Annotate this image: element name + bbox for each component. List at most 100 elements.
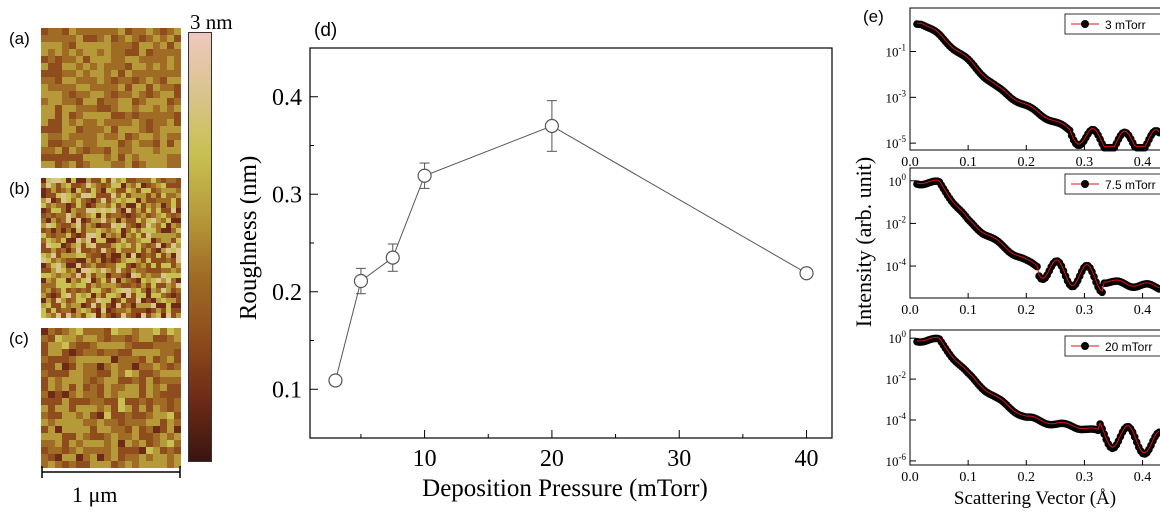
afm-pixel: [174, 42, 181, 49]
afm-pixel: [153, 356, 160, 363]
afm-pixel: [166, 288, 171, 293]
afm-pixel: [86, 268, 91, 273]
afm-pixel: [126, 278, 131, 283]
afm-pixel: [160, 35, 167, 42]
afm-pixel: [101, 303, 106, 308]
afm-pixel: [166, 218, 171, 223]
afm-pixel: [131, 263, 136, 268]
afm-pixel: [48, 105, 55, 112]
afm-pixel: [160, 98, 167, 105]
afm-pixel: [151, 263, 156, 268]
afm-pixel: [46, 273, 51, 278]
afm-pixel: [69, 349, 76, 356]
afm-pixel: [118, 335, 125, 342]
afm-pixel: [90, 328, 97, 335]
afm-pixel: [126, 183, 131, 188]
afm-pixel: [125, 370, 132, 377]
afm-pixel: [132, 70, 139, 77]
afm-pixel: [61, 183, 66, 188]
afm-pixel: [41, 63, 48, 70]
afm-pixel: [116, 213, 121, 218]
afm-pixel: [101, 178, 106, 183]
afm-pixel: [125, 342, 132, 349]
afm-pixel: [83, 377, 90, 384]
afm-pixel: [132, 119, 139, 126]
afm-pixel: [131, 213, 136, 218]
afm-pixel: [139, 419, 146, 426]
afm-pixel: [46, 253, 51, 258]
afm-pixel: [141, 198, 146, 203]
afm-pixel: [126, 293, 131, 298]
afm-pixel: [153, 335, 160, 342]
afm-pixel: [71, 188, 76, 193]
afm-pixel: [104, 377, 111, 384]
afm-pixel: [55, 133, 62, 140]
afm-pixel: [136, 213, 141, 218]
afm-pixel: [71, 218, 76, 223]
afm-pixel: [76, 193, 81, 198]
afm-pixel: [76, 243, 81, 248]
afm-pixel: [131, 258, 136, 263]
afm-pixel: [55, 91, 62, 98]
afm-pixel: [55, 447, 62, 454]
afm-pixel: [125, 147, 132, 154]
afm-pixel: [69, 77, 76, 84]
afm-pixel: [156, 288, 161, 293]
afm-pixel: [51, 288, 56, 293]
afm-pixel: [166, 253, 171, 258]
afm-pixel: [66, 293, 71, 298]
afm-pixel: [56, 203, 61, 208]
panel-label-e: (e): [863, 7, 884, 26]
afm-pixel: [51, 233, 56, 238]
afm-pixel: [41, 454, 48, 461]
afm-pixel: [132, 328, 139, 335]
afm-pixel: [151, 288, 156, 293]
afm-pixel: [83, 419, 90, 426]
afm-pixel: [136, 198, 141, 203]
afm-pixel: [136, 288, 141, 293]
afm-pixel: [132, 419, 139, 426]
afm-pixel: [139, 84, 146, 91]
afm-pixel: [41, 35, 48, 42]
afm-pixel: [104, 98, 111, 105]
afm-pixel: [41, 308, 46, 313]
afm-pixel: [91, 293, 96, 298]
afm-pixel: [139, 412, 146, 419]
afm-pixel: [153, 28, 160, 35]
afm-pixel: [56, 178, 61, 183]
panel-label-b: (b): [9, 179, 30, 198]
series-line-d: [334, 125, 807, 381]
afm-pixel: [118, 440, 125, 447]
afm-pixel: [161, 273, 166, 278]
afm-pixel: [111, 273, 116, 278]
afm-pixel: [41, 183, 46, 188]
afm-pixel: [90, 42, 97, 49]
afm-pixel: [139, 447, 146, 454]
afm-pixel: [174, 461, 181, 468]
afm-pixel: [125, 154, 132, 161]
afm-pixel: [41, 126, 48, 133]
afm-pixel: [139, 112, 146, 119]
afm-pixel: [125, 28, 132, 35]
afm-pixel: [104, 426, 111, 433]
afm-pixel: [97, 440, 104, 447]
afm-pixel: [106, 203, 111, 208]
afm-pixel: [48, 70, 55, 77]
afm-pixel: [146, 84, 153, 91]
afm-pixel: [51, 203, 56, 208]
afm-pixel: [62, 412, 69, 419]
legend-label-e: 20 mTorr: [1105, 340, 1152, 354]
afm-pixel: [81, 178, 86, 183]
afm-pixel: [71, 223, 76, 228]
afm-pixel: [41, 419, 48, 426]
afm-pixel: [48, 447, 55, 454]
afm-pixel: [90, 133, 97, 140]
afm-pixel: [76, 313, 81, 318]
afm-pixel: [61, 303, 66, 308]
afm-pixel: [76, 198, 81, 203]
afm-pixel: [69, 70, 76, 77]
afm-pixel: [167, 335, 174, 342]
afm-pixel: [106, 278, 111, 283]
afm-pixel: [106, 223, 111, 228]
afm-pixel: [101, 288, 106, 293]
